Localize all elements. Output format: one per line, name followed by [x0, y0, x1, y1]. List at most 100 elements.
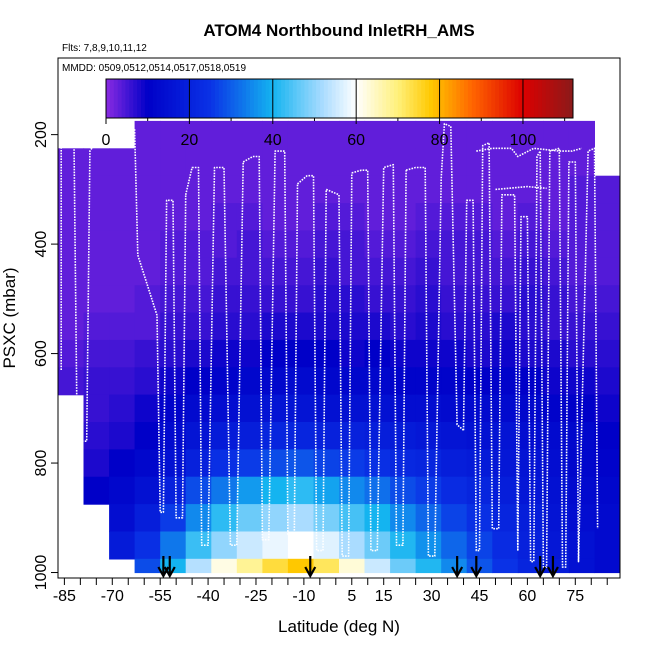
heatmap-cell — [134, 394, 161, 423]
heatmap-cell — [492, 422, 519, 450]
colorbar-segment — [537, 79, 543, 118]
profile-arrow — [304, 556, 317, 579]
heatmap-cell — [594, 504, 620, 533]
heatmap-cell — [109, 148, 136, 177]
x-tick-label: 75 — [566, 588, 584, 605]
heatmap-cell — [339, 367, 366, 396]
colorbar-segment — [526, 79, 531, 118]
heatmap-cell — [287, 120, 314, 149]
heatmap-cell — [134, 449, 161, 478]
colorbar-segment — [452, 79, 457, 118]
heatmap-cell — [58, 312, 85, 341]
colorbar-segment — [397, 79, 403, 118]
colorbar-segment — [312, 79, 317, 118]
heatmap-cell — [109, 394, 136, 423]
heatmap-cell — [339, 257, 366, 286]
heatmap-cell — [109, 449, 136, 478]
heatmap-cell — [211, 230, 238, 259]
heatmap-cell — [185, 504, 212, 533]
heatmap-cell — [517, 394, 544, 423]
colorbar-segment — [265, 79, 270, 118]
heatmap-cell — [58, 285, 85, 314]
colorbar-segment — [471, 79, 477, 118]
colorbar-segment — [296, 79, 302, 118]
heatmap-cell — [211, 285, 238, 314]
heatmap-cell — [134, 531, 161, 560]
colorbar-segment — [510, 79, 516, 118]
flight-track-segment — [517, 147, 599, 568]
colorbar-segment — [502, 79, 508, 118]
colorbar-segment — [522, 79, 527, 118]
colorbar-segment — [261, 79, 267, 118]
colorbar-segment — [320, 79, 325, 118]
colorbar-segment — [506, 79, 512, 118]
heatmap-cell — [313, 120, 340, 149]
heatmap-cell — [339, 285, 366, 314]
heatmap-cell — [262, 531, 289, 560]
colorbar-segment — [409, 79, 414, 118]
heatmap-cell — [568, 558, 595, 574]
heatmap-cell — [594, 285, 620, 314]
dates-note: MMDD: 0509,0512,0514,0517,0518,0519 — [62, 63, 246, 74]
colorbar-segment — [569, 79, 574, 118]
heatmap-cell — [492, 230, 519, 259]
heatmap-cell — [390, 558, 417, 574]
colorbar-segment — [432, 79, 438, 118]
colorbar-segment — [164, 79, 169, 118]
heatmap-cell — [211, 257, 238, 286]
x-tick-label: -40 — [197, 588, 220, 605]
heatmap-cell — [466, 367, 493, 396]
heatmap-cell — [160, 120, 187, 149]
heatmap-cell — [211, 367, 238, 396]
heatmap-cell — [441, 531, 468, 560]
heatmap-cell — [568, 312, 595, 341]
heatmap-cell — [466, 394, 493, 423]
colorbar-segment — [378, 79, 383, 118]
heatmap-cell — [517, 449, 544, 478]
heatmap-cell — [517, 285, 544, 314]
profile-arrow — [451, 556, 464, 579]
heatmap-cell — [517, 203, 544, 232]
heatmap-cell — [568, 148, 595, 177]
heatmap-cell — [517, 175, 544, 204]
x-tick-label: 30 — [423, 588, 441, 605]
heatmap-cell — [594, 422, 620, 450]
colorbar-segment — [195, 79, 200, 118]
heatmap-cell — [517, 120, 544, 149]
heatmap-cell — [568, 339, 595, 368]
x-tick-label: -70 — [101, 588, 124, 605]
colorbar-tick-label: 40 — [264, 132, 282, 149]
heatmap-cell — [287, 367, 314, 396]
heatmap-cell — [390, 367, 417, 396]
heatmap-cell — [262, 230, 289, 259]
heatmap-cell — [236, 230, 263, 259]
heatmap-cell — [390, 175, 417, 204]
heatmap-cell — [568, 120, 595, 149]
heatmap-cell — [466, 312, 493, 341]
heatmap-cell — [83, 449, 110, 478]
colorbar-segment — [343, 79, 348, 118]
colorbar-segment — [191, 79, 197, 118]
colorbar-segment — [460, 79, 465, 118]
heatmap-cell — [568, 504, 595, 533]
colorbar-segment — [347, 79, 352, 118]
heatmap-cell — [313, 504, 340, 533]
heatmap-cell — [364, 367, 391, 396]
colorbar-segment — [199, 79, 204, 118]
heatmap-cell — [492, 285, 519, 314]
heatmap-cell — [236, 422, 263, 450]
y-tick-label: 400 — [33, 231, 50, 258]
heatmap-cell — [313, 531, 340, 560]
colorbar-tick-label: 80 — [431, 132, 449, 149]
heatmap-cell — [517, 230, 544, 259]
colorbar-segment — [288, 79, 294, 118]
colorbar-segment — [386, 79, 391, 118]
heatmap-cell — [339, 394, 366, 423]
heatmap-cell — [568, 449, 595, 478]
heatmap-cell — [287, 422, 314, 450]
colorbar-segment — [401, 79, 407, 118]
colorbar-segment — [393, 79, 399, 118]
heatmap-cell — [313, 558, 340, 574]
flight-track-segment — [495, 185, 547, 191]
